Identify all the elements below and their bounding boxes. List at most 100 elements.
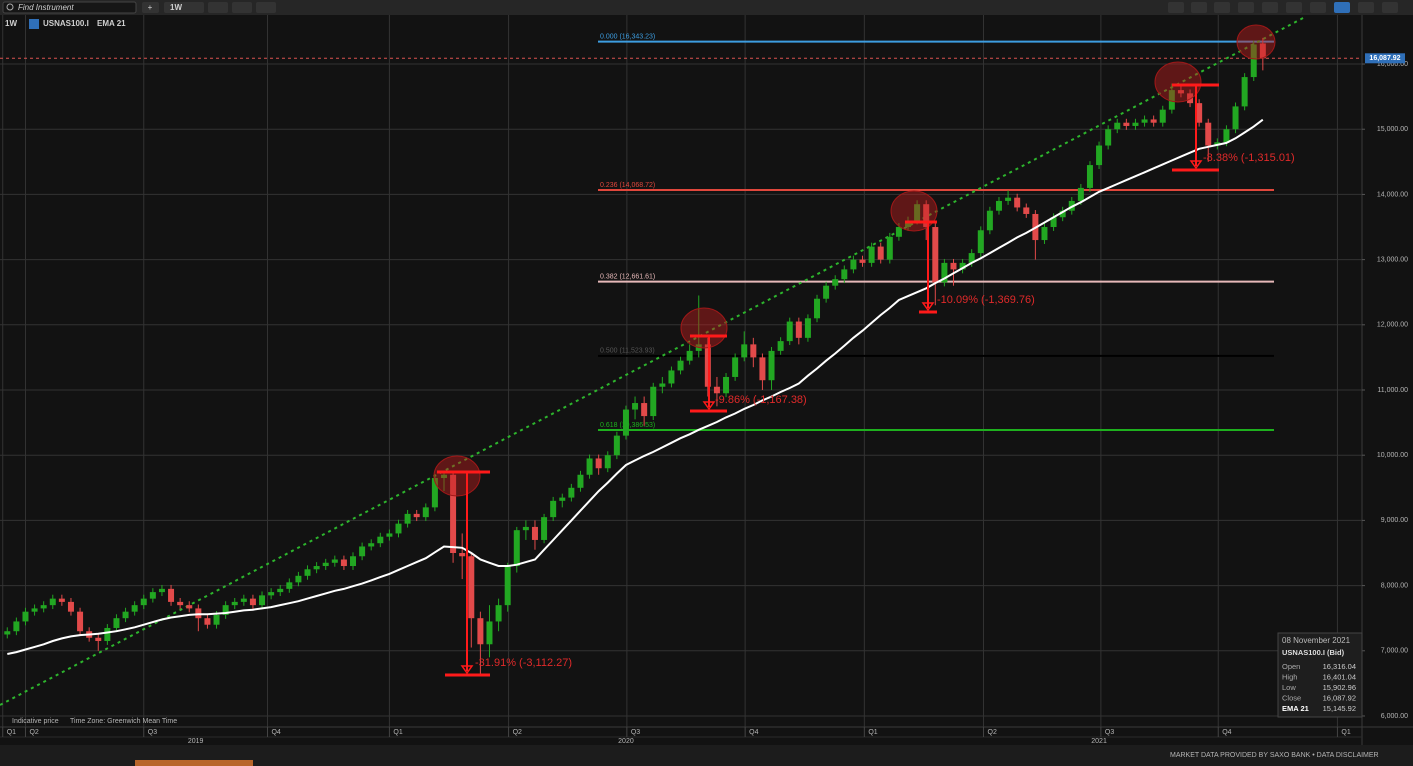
candle-body [222, 605, 229, 615]
candle-body [286, 582, 293, 589]
candle [595, 454, 602, 475]
footer-note: Indicative price [12, 718, 59, 725]
candle [304, 565, 311, 580]
y-tick-label: 16,000.00 [1377, 61, 1408, 68]
candle-body [886, 236, 893, 260]
chart-type-button[interactable] [232, 2, 252, 13]
x-tick-label: Q3 [631, 729, 640, 736]
candle [1177, 86, 1184, 98]
candle [531, 520, 538, 550]
candle [932, 223, 939, 306]
candle-body [613, 435, 620, 456]
candle [795, 317, 802, 345]
candle-body [1023, 207, 1030, 214]
trend-line [0, 16, 1306, 706]
candle-body [440, 474, 447, 479]
add-button[interactable] [142, 2, 159, 13]
candle-body [804, 318, 811, 338]
candle-body [277, 588, 284, 593]
candle-body [741, 344, 748, 358]
candle-body [732, 357, 739, 377]
candle-body [668, 370, 675, 384]
candle-body [1123, 122, 1130, 126]
candle-body [4, 631, 11, 635]
candle-body [67, 601, 74, 612]
candle [613, 431, 620, 460]
candle-body [177, 601, 184, 606]
candle [204, 614, 211, 629]
x-tick-label: Q1 [1341, 729, 1350, 736]
tooltip-key: Low [1282, 683, 1296, 692]
footer-disclaimer[interactable]: MARKET DATA PROVIDED BY SAXO BANK • DATA… [1170, 752, 1379, 759]
y-tick-label: 10,000.00 [1377, 452, 1408, 459]
search-box[interactable] [2, 1, 137, 14]
y-tick-label: 6,000.00 [1381, 713, 1408, 720]
more-button[interactable] [256, 2, 276, 13]
candle [741, 331, 748, 362]
candle [686, 344, 693, 365]
candle-body [841, 269, 848, 280]
candle-body [295, 575, 302, 583]
candle [1150, 115, 1157, 127]
candle-body [249, 598, 256, 606]
candle-body [131, 605, 138, 612]
interval-button-label: 1W [170, 3, 182, 12]
candle-body [686, 350, 693, 361]
tool-button[interactable] [1358, 2, 1374, 13]
x-tick-label: Q3 [1105, 729, 1114, 736]
measure-arrow [921, 302, 935, 312]
candle-body [786, 321, 793, 342]
tool-button[interactable] [1214, 2, 1230, 13]
candle-body [122, 611, 129, 619]
candle-body [1187, 93, 1194, 104]
candle-body [377, 536, 384, 544]
annotations: -31.91% (-3,112.27) -9.86% (-1,167.38) -10… [433, 24, 1295, 677]
candle-body [641, 403, 648, 417]
candle-body [395, 523, 402, 534]
candle-body [723, 376, 730, 394]
candle [959, 258, 966, 274]
tool-button[interactable] [1310, 2, 1326, 13]
x-tick-label: Q1 [7, 729, 16, 736]
tool-button[interactable] [1262, 2, 1278, 13]
candle-body [568, 487, 575, 498]
candle-body [632, 403, 639, 410]
y-tick-label: 15,000.00 [1377, 126, 1408, 133]
candle [995, 197, 1002, 215]
candle-body [468, 556, 475, 619]
tool-button[interactable] [1334, 2, 1350, 13]
tool-button[interactable] [1238, 2, 1254, 13]
candle-body [350, 556, 357, 567]
candle [1114, 118, 1121, 134]
candle-body [1141, 119, 1148, 123]
candle-body [204, 618, 211, 625]
candle [49, 594, 56, 610]
candle-body [477, 618, 484, 645]
candle-body [1005, 197, 1012, 201]
refresh-button[interactable] [208, 2, 228, 13]
axes: 6,000.00 7,000.00 8,000.00 9,000.00 10,000.0… [2, 53, 1408, 745]
candle [104, 624, 111, 645]
tool-button[interactable] [1286, 2, 1302, 13]
x-tick-label: Q1 [868, 729, 877, 736]
measure-label: -9.86% (-1,167.38) [715, 394, 807, 406]
candle [268, 588, 275, 600]
candle-body [1096, 145, 1103, 166]
candle [67, 597, 74, 616]
indicator-label: EMA 21 [97, 19, 126, 28]
tool-button[interactable] [1382, 2, 1398, 13]
interval-button[interactable] [164, 2, 204, 13]
y-axis-panel [1362, 15, 1413, 745]
footer [0, 745, 1413, 766]
tool-button[interactable] [1168, 2, 1184, 13]
candle-body [850, 259, 857, 270]
candle-body [231, 601, 238, 606]
x-tick-label: Q4 [271, 729, 280, 736]
fib-label: 0.500 (11,523.93) [600, 348, 655, 355]
candle [40, 601, 47, 613]
candle [295, 571, 302, 587]
tool-button[interactable] [1191, 2, 1207, 13]
candle [632, 396, 639, 420]
candle-body [977, 230, 984, 254]
x-tick-label: Q2 [988, 729, 997, 736]
